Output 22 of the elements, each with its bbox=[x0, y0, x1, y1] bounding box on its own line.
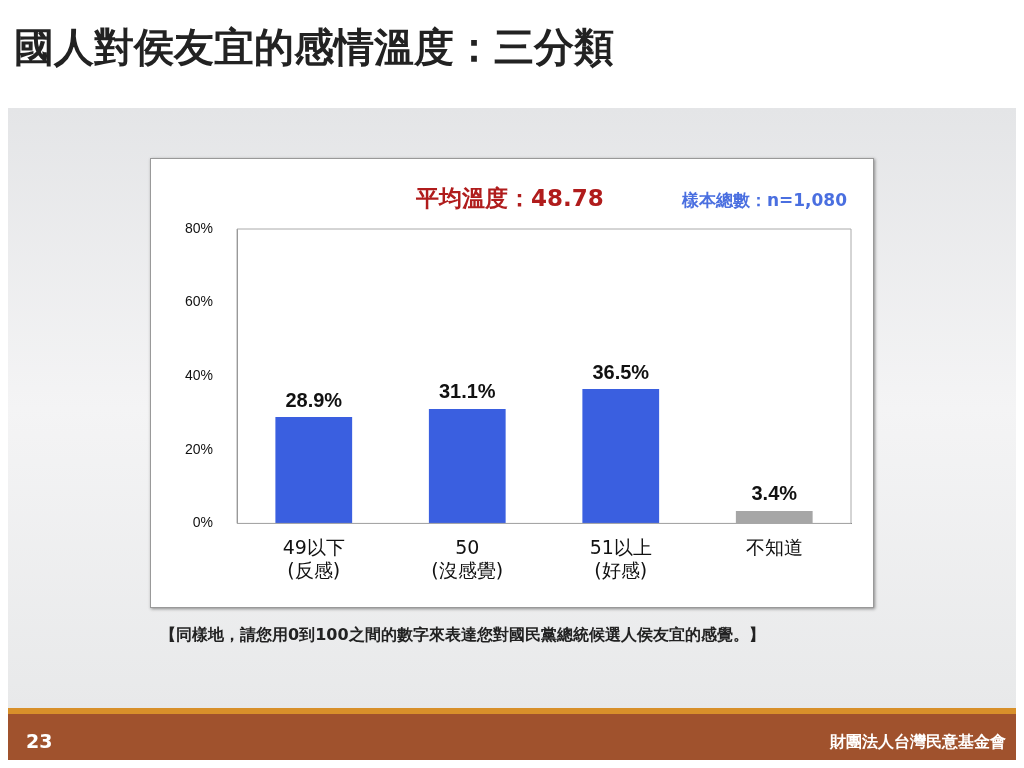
x-tick-label: 49以下 (反感) bbox=[282, 535, 345, 581]
y-tick-label: 80% bbox=[184, 219, 214, 236]
text: 【同樣地，請您用0到100之間的數字來表達您對國民黨總統候選人侯友宜的感覺。】 bbox=[160, 624, 766, 646]
data-label: 28.9% bbox=[285, 388, 343, 411]
x-tick-label: 不知道 bbox=[745, 535, 803, 558]
data-label: 31.1% bbox=[438, 380, 496, 403]
y-tick-label: 0% bbox=[192, 514, 214, 531]
bar bbox=[428, 408, 506, 524]
text: 平均溫度：48.78 bbox=[416, 184, 604, 213]
text: 樣本總數：n=1,080 bbox=[681, 189, 847, 212]
text: 財團法人台灣民意基金會 bbox=[830, 732, 1006, 753]
bar bbox=[582, 389, 660, 524]
bar bbox=[275, 417, 353, 524]
data-label: 36.5% bbox=[592, 360, 650, 383]
text: 23 bbox=[26, 730, 53, 752]
y-tick-label: 20% bbox=[184, 440, 214, 457]
x-tick-label: 50 (沒感覺) bbox=[431, 535, 504, 581]
x-tick-label: 51以上 (好感) bbox=[589, 535, 652, 581]
data-label: 3.4% bbox=[751, 482, 798, 505]
y-tick-label: 40% bbox=[184, 367, 214, 384]
y-tick-label: 60% bbox=[184, 293, 214, 310]
chart-title: 國人對侯友宜的感情溫度：三分類 bbox=[14, 23, 614, 72]
